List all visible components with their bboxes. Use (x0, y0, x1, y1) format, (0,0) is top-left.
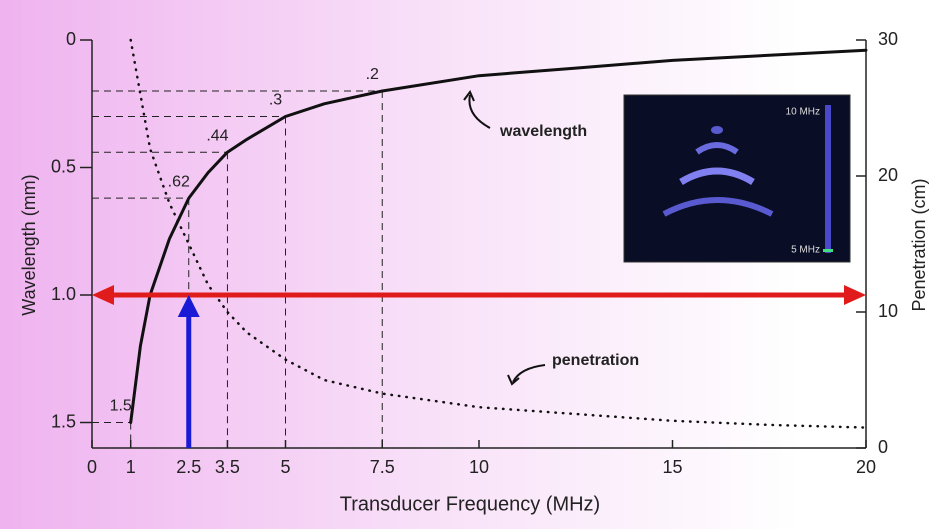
inset-scale (825, 105, 831, 253)
y-tick-label: 1.5 (51, 411, 76, 431)
inset-wave (662, 197, 774, 217)
label-arrow (468, 94, 491, 129)
series-line (129, 38, 868, 429)
inset-wave (695, 142, 739, 155)
y2-tick-label: 10 (878, 301, 898, 321)
label-arrow (463, 90, 475, 102)
x-tick-label: 5 (280, 457, 290, 477)
inset-label: 5 MHz (791, 245, 820, 256)
y-tick-label: 0 (66, 29, 76, 49)
x-tick-label: 15 (662, 457, 682, 477)
inset: 10 MHz 5 MHz (623, 94, 851, 263)
series-label: wavelength (499, 123, 587, 140)
series-label: penetration (552, 352, 639, 369)
y2-tick-label: 30 (878, 29, 898, 49)
label-arrow (507, 374, 520, 386)
inset-wave (711, 126, 723, 134)
marker-label: 1.5 (110, 398, 132, 415)
inset-frame (623, 94, 851, 263)
series-line (129, 48, 868, 424)
x-tick-label: 10 (469, 457, 489, 477)
marker-label: .3 (269, 92, 282, 109)
label-arrow (512, 364, 546, 383)
y-tick-label: 0.5 (51, 156, 76, 176)
arrow-head (177, 295, 200, 317)
arrow-head (92, 285, 114, 305)
x-tick-label: 1 (126, 457, 136, 477)
y2-tick-label: 20 (878, 165, 898, 185)
marker-label: .62 (168, 173, 190, 190)
inset-label: 10 MHz (786, 107, 820, 118)
y-tick-label: 1.0 (51, 284, 76, 304)
inset-scale-marker (823, 249, 833, 252)
x-tick-label: 0 (87, 457, 97, 477)
y2-tick-label: 0 (878, 437, 888, 457)
x-tick-label: 3.5 (215, 457, 240, 477)
x-tick-label: 20 (856, 457, 876, 477)
marker-label: .2 (366, 66, 379, 83)
x-tick-label: 2.5 (176, 457, 201, 477)
arrow-head (844, 285, 866, 305)
marker-label: .44 (206, 127, 228, 144)
inset-wave (679, 167, 755, 186)
x-axis-title: Transducer Frequency (MHz) (340, 493, 600, 515)
x-tick-label: 7.5 (370, 457, 395, 477)
y2-axis-title: Penetration (cm) (909, 178, 929, 311)
y-axis-title: Wavelength (mm) (19, 174, 39, 315)
